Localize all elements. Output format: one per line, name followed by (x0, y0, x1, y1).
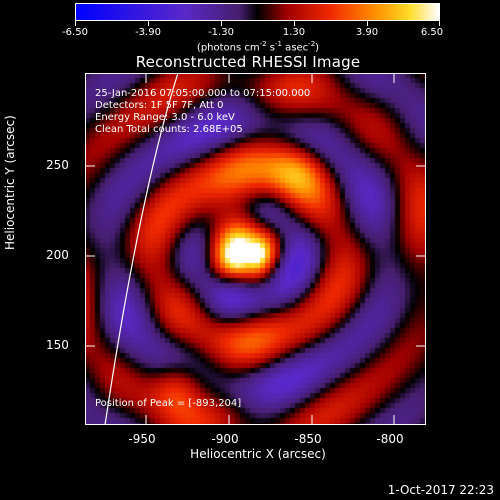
colorbar-tick-label: 3.90 (355, 27, 379, 38)
x-tick-label: -950 (128, 432, 156, 446)
colorbar-tick (294, 21, 295, 26)
energy-range-text: Energy Range: 3.0 - 6.0 keV (95, 112, 235, 123)
colorbar-units: (photons cm-2 s-1 asec-2) (196, 40, 320, 54)
y-tick-label: 250 (46, 158, 69, 172)
colorbar-tick (75, 21, 76, 26)
colorbar (75, 3, 440, 21)
y-axis-label: Heliocentric Y (arcsec) (3, 115, 17, 250)
colorbar-tick (148, 21, 149, 26)
peak-position-text: Position of Peak = [-893,204] (95, 398, 242, 409)
x-tick-label: -850 (294, 432, 322, 446)
y-tick-label: 200 (46, 248, 69, 262)
detectors-text: Detectors: 1F 5F 7F, Att 0 (95, 100, 224, 111)
colorbar-tick-label: -6.50 (62, 27, 88, 38)
time-range-text: 25-Jan-2016 07:05:00.000 to 07:15:00.000 (95, 88, 311, 99)
colorbar-tick-label: -3.90 (135, 27, 161, 38)
image-title: Reconstructed RHESSI Image (135, 53, 361, 71)
rhessi-image (85, 73, 426, 425)
colorbar-tick (439, 21, 440, 26)
x-tick-label: -900 (211, 432, 239, 446)
colorbar-tick-label: 1.30 (282, 27, 306, 38)
axis-ticks (85, 73, 426, 425)
x-axis-label: Heliocentric X (arcsec) (190, 447, 326, 461)
y-tick-label: 150 (46, 338, 69, 352)
x-tick-label: -800 (376, 432, 404, 446)
footer-date: 1-Oct-2017 22:23 (387, 483, 494, 497)
colorbar-tick (367, 21, 368, 26)
colorbar-tick-label: -1.30 (208, 27, 234, 38)
colorbar-tick-label: 6.50 (420, 27, 444, 38)
colorbar-tick (221, 21, 222, 26)
limb-curve (104, 73, 179, 425)
clean-counts-text: Clean Total counts: 2.68E+05 (95, 124, 243, 135)
